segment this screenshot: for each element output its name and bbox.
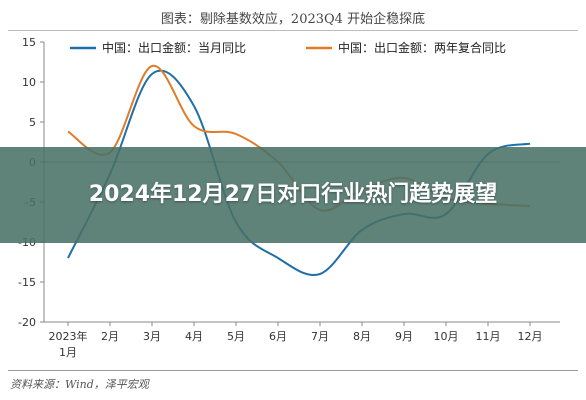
x-tick-label: 11月 <box>476 330 501 343</box>
x-tick-label: 9月 <box>395 330 413 343</box>
x-tick-label: 2月 <box>101 330 119 343</box>
title-divider <box>8 30 578 31</box>
x-tick-label: 2023年 <box>49 329 88 343</box>
chart-title: 图表：剔除基数效应，2023Q4 开始企稳探底 <box>160 12 426 27</box>
y-tick-label: 10 <box>22 76 36 89</box>
headline-text: 2024年12月27日对口行业热门趋势展望 <box>88 182 498 207</box>
y-tick-label: 5 <box>29 116 36 129</box>
y-tick-label: -15 <box>18 276 36 289</box>
x-tick-label-line2: 1月 <box>59 346 77 359</box>
x-tick-label: 12月 <box>518 330 543 343</box>
y-tick-label: 15 <box>22 36 36 49</box>
x-tick-label: 7月 <box>311 330 329 343</box>
source-divider <box>8 370 578 371</box>
x-tick-label: 5月 <box>227 330 245 343</box>
x-tick-label: 6月 <box>269 330 287 343</box>
headline-banner: 2024年12月27日对口行业热门趋势展望 <box>0 147 586 243</box>
legend-label-1: 中国：出口金额：当月同比 <box>102 40 246 55</box>
source-note: 资料来源：Wind，泽平宏观 <box>10 378 149 391</box>
y-tick-label: -20 <box>18 316 36 329</box>
x-tick-label: 3月 <box>143 330 161 343</box>
x-tick-label: 4月 <box>185 330 203 343</box>
legend-label-2: 中国：出口金额：两年复合同比 <box>338 40 506 55</box>
x-tick-label: 10月 <box>434 330 459 343</box>
x-tick-label: 8月 <box>353 330 371 343</box>
